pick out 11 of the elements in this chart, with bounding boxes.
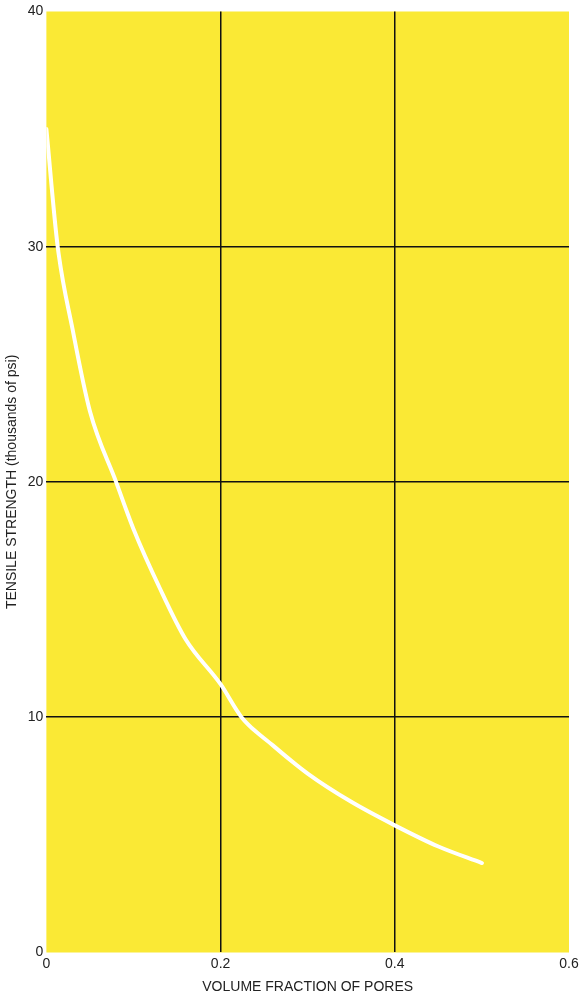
x-tick-label: 0.4 xyxy=(385,954,405,971)
x-axis-title: VOLUME FRACTION OF PORES xyxy=(202,978,414,995)
x-tick-label: 0.6 xyxy=(559,954,579,971)
y-tick-label: 40 xyxy=(27,2,44,19)
y-tick-label: 20 xyxy=(27,472,44,489)
y-axis-title: TENSILE STRENGTH (thousands of psi) xyxy=(3,354,20,610)
y-tick-label: 0 xyxy=(35,943,44,960)
x-tick-label: 0.2 xyxy=(210,954,231,971)
line-series xyxy=(46,127,484,866)
y-tick-label: 30 xyxy=(27,237,44,254)
y-tick-label: 10 xyxy=(27,708,44,725)
